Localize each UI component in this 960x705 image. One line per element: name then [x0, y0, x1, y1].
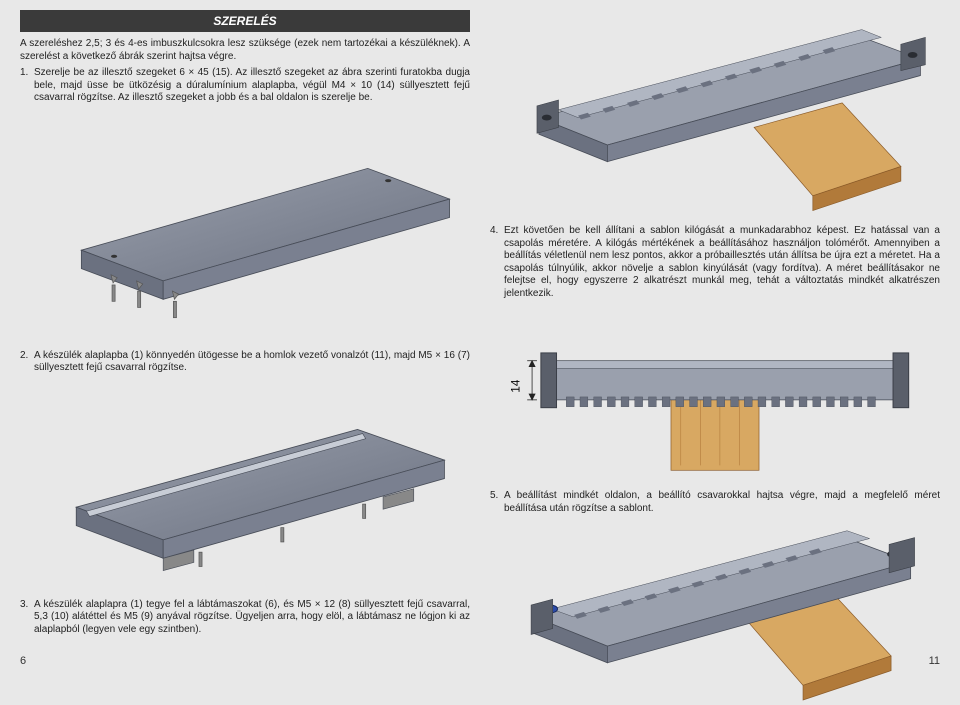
page-number-left: 6	[20, 655, 26, 667]
step-4: 4. Ezt követően be kell állítani a sablo…	[490, 225, 940, 300]
page-number-right: 11	[929, 655, 940, 667]
dimension-label: 14	[509, 379, 522, 393]
step-number: 4.	[490, 225, 504, 300]
step-2: 2. A készülék alaplapba (1) könnyedén üt…	[20, 350, 470, 375]
figure-top-right	[490, 10, 940, 225]
step-text: A készülék alaplapba (1) könnyedén ütöge…	[34, 350, 470, 375]
step-text: A beállítást mindkét oldalon, a beállító…	[504, 490, 940, 515]
step-text: Szerelje be az illesztő szegeket 6 × 45 …	[34, 67, 470, 105]
step-number: 1.	[20, 67, 34, 105]
figure-1	[20, 109, 470, 350]
step-number: 3.	[20, 599, 34, 637]
step-number: 5.	[490, 490, 504, 515]
step-1: 1. Szerelje be az illesztő szegeket 6 × …	[20, 67, 470, 105]
step-text: Ezt követően be kell állítani a sablon k…	[504, 225, 940, 300]
figure-mid-right: 14	[490, 304, 940, 490]
step-5: 5. A beállítást mindkét oldalon, a beáll…	[490, 490, 940, 515]
step-3: 3. A készülék alaplapra (1) tegye fel a …	[20, 599, 470, 637]
step-text: A készülék alaplapra (1) tegye fel a láb…	[34, 599, 470, 637]
figure-2	[20, 379, 470, 599]
figure-bottom-right	[490, 519, 940, 705]
section-title: SZERELÉS	[20, 10, 470, 32]
step-number: 2.	[20, 350, 34, 375]
intro-text: A szereléshez 2,5; 3 és 4-es imbuszkulcs…	[20, 38, 470, 63]
